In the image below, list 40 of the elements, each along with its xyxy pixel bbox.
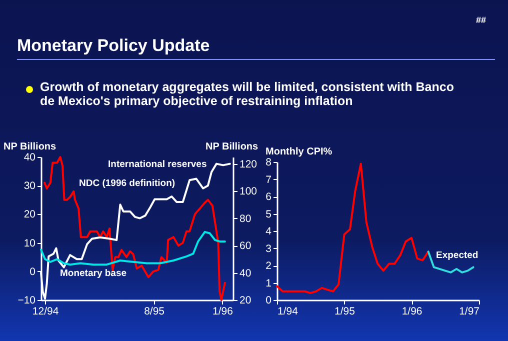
y2-tick-label: 40 — [240, 267, 252, 280]
x-tick-label: 1/95 — [334, 306, 356, 318]
y-tick-label: 10 — [24, 237, 36, 250]
y-tick-label: 4 — [266, 226, 272, 238]
chart-title: Monetary Policy Update — [17, 36, 495, 60]
y2-axis-title: NP Billions — [206, 142, 259, 152]
y2-tick-label: 80 — [240, 212, 252, 225]
y2-tick-label: 60 — [240, 240, 252, 252]
y-tick-label: 2 — [266, 260, 272, 272]
x-tick-label: 1/96 — [212, 306, 234, 318]
series-label: Monetary base — [60, 268, 127, 279]
y2-tick-label: 20 — [240, 294, 252, 306]
y-axis-title: Monthly CPI% — [266, 146, 332, 158]
y-tick-label: 7 — [266, 174, 272, 186]
series-label: NDC (1996 definition) — [79, 178, 176, 189]
chart-subtitle: Growth of monetary aggregates will be limited, consistent with Banco de Mexico's primary objective of restraining inflation — [40, 80, 455, 108]
x-tick-label: 8/95 — [144, 306, 165, 318]
text: ## — [476, 15, 486, 25]
x-tick-label: 1/97 — [459, 306, 480, 318]
x-tick-label: 12/94 — [32, 306, 59, 318]
y-tick-label: 40 — [24, 152, 36, 164]
y-tick-label: 0 — [30, 266, 36, 278]
y-tick-label: 20 — [24, 208, 36, 221]
y-tick-label: 3 — [266, 242, 272, 255]
series-label: Expected — [436, 250, 478, 261]
y-tick-label: 30 — [24, 180, 36, 192]
y-tick-label: 1 — [266, 277, 272, 290]
y2-tick-label: 100 — [240, 186, 258, 198]
y-axis-title: NP Billions — [4, 142, 57, 152]
x-tick-label: 1/96 — [402, 306, 422, 318]
y-tick-label: 6 — [266, 191, 272, 203]
line-series — [40, 230, 226, 266]
y-tick-label: −10 — [18, 294, 36, 306]
y-tick-label: 5 — [266, 208, 272, 220]
series-label: International reserves — [108, 159, 207, 170]
y-tick-label: 8 — [266, 156, 272, 168]
line-series — [276, 162, 430, 294]
x-tick-label: 1/94 — [278, 306, 298, 318]
y-tick-label: 0 — [266, 294, 272, 306]
y2-tick-label: 120 — [240, 158, 258, 170]
